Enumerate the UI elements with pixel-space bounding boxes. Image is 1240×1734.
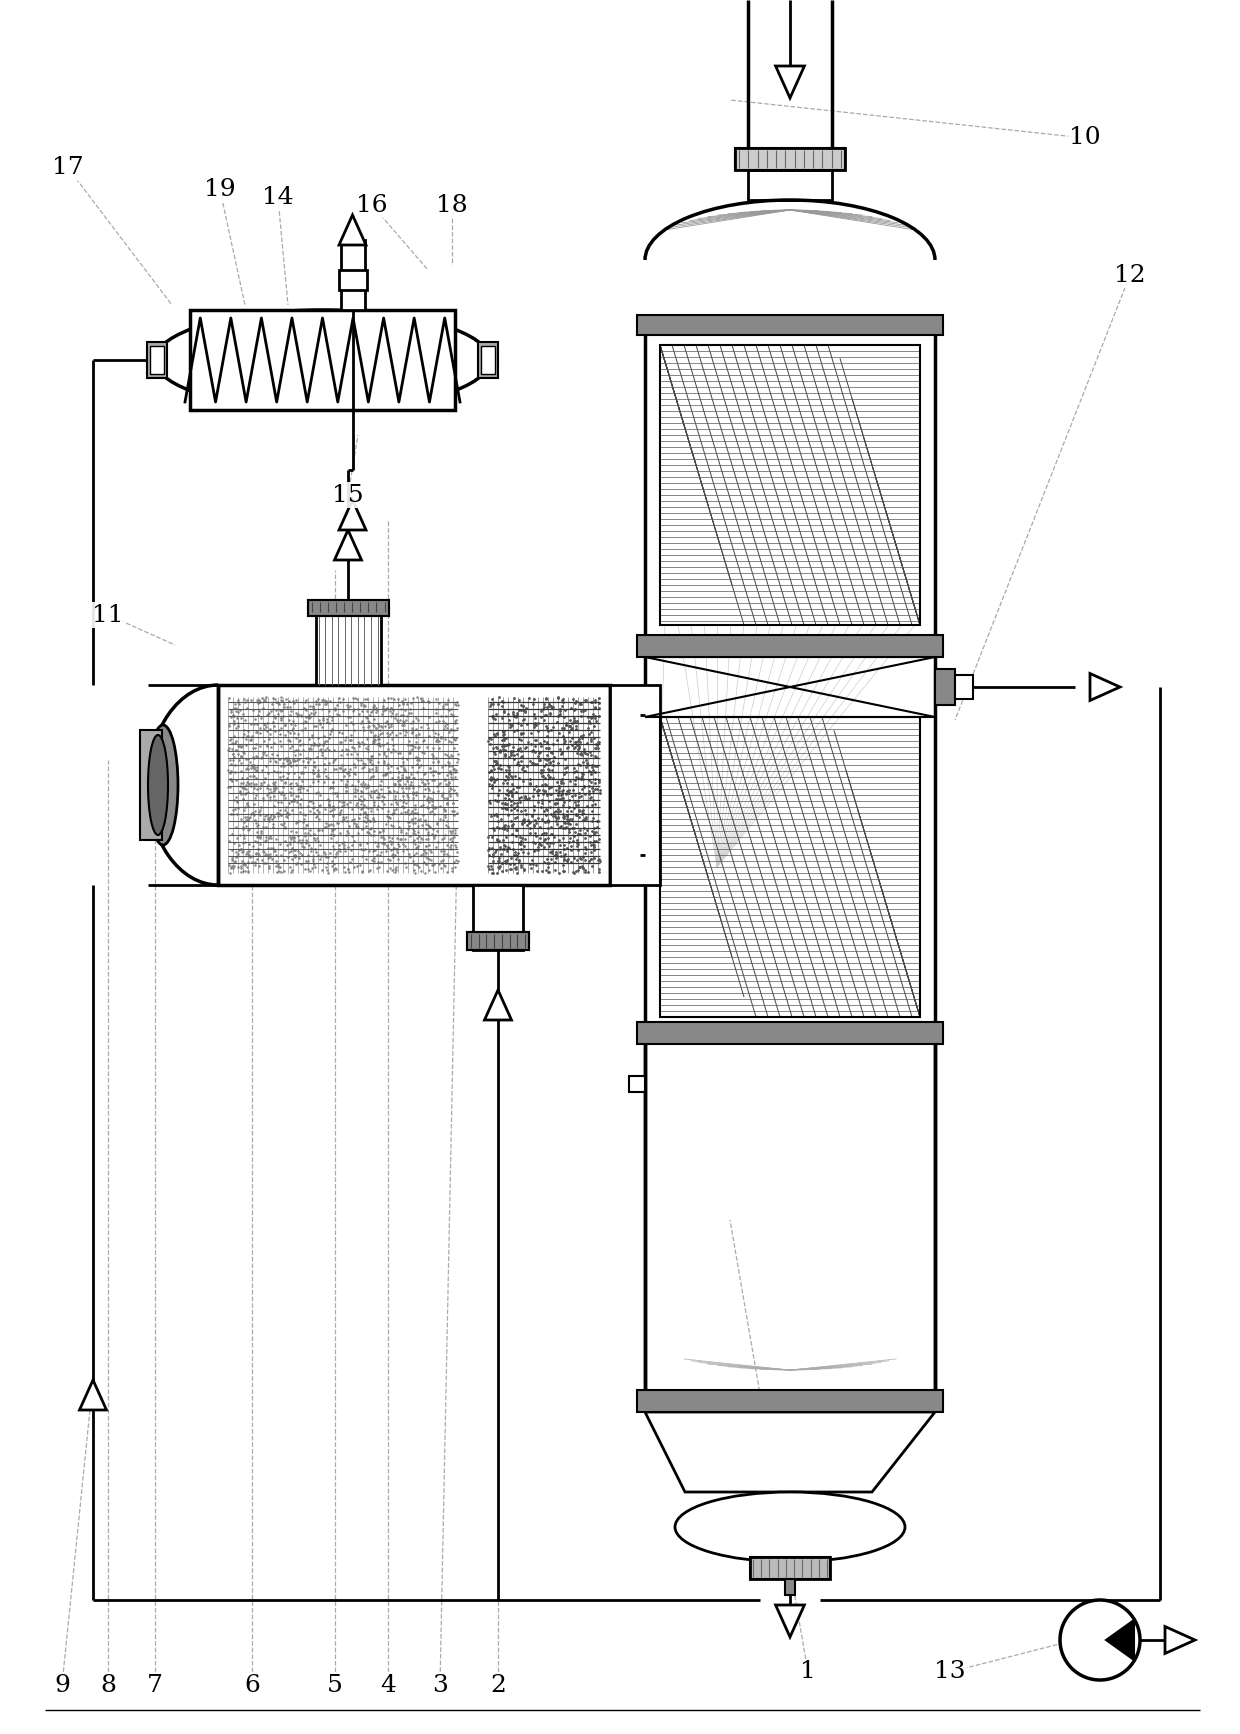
- Text: 7: 7: [148, 1673, 162, 1696]
- Bar: [472, 884, 523, 950]
- Text: 14: 14: [262, 187, 294, 210]
- Text: 6: 6: [244, 1673, 260, 1696]
- Text: 18: 18: [436, 194, 467, 217]
- Bar: [748, 170, 832, 199]
- Bar: [315, 600, 381, 685]
- Text: 11: 11: [92, 603, 124, 626]
- Ellipse shape: [155, 310, 490, 409]
- Bar: [735, 147, 844, 170]
- Polygon shape: [1106, 1620, 1135, 1659]
- Bar: [218, 685, 610, 884]
- Polygon shape: [339, 499, 366, 531]
- Bar: [637, 1021, 942, 1044]
- Bar: [660, 716, 920, 1018]
- Bar: [637, 316, 942, 335]
- Bar: [308, 600, 388, 616]
- Ellipse shape: [148, 735, 167, 836]
- Bar: [341, 239, 365, 310]
- Text: 5: 5: [327, 1673, 343, 1696]
- Bar: [477, 342, 498, 378]
- Bar: [467, 931, 529, 950]
- Bar: [140, 730, 162, 839]
- Polygon shape: [775, 66, 805, 99]
- Bar: [467, 931, 529, 950]
- Bar: [935, 669, 955, 706]
- Text: 1: 1: [800, 1661, 816, 1684]
- Bar: [308, 600, 388, 616]
- Bar: [660, 345, 920, 624]
- Polygon shape: [335, 531, 362, 560]
- Text: 12: 12: [1115, 264, 1146, 286]
- Bar: [785, 1580, 795, 1595]
- Text: 15: 15: [332, 484, 363, 506]
- Bar: [481, 347, 495, 375]
- Circle shape: [1060, 1600, 1140, 1680]
- Text: 4: 4: [381, 1673, 396, 1696]
- Bar: [629, 1077, 645, 1092]
- Polygon shape: [1166, 1626, 1195, 1654]
- Text: 13: 13: [934, 1661, 966, 1684]
- Bar: [735, 147, 844, 170]
- Bar: [637, 635, 942, 657]
- Polygon shape: [79, 1380, 107, 1410]
- Text: 3: 3: [432, 1673, 448, 1696]
- Bar: [750, 1557, 830, 1580]
- Ellipse shape: [675, 1491, 905, 1562]
- Polygon shape: [1090, 673, 1120, 701]
- Bar: [148, 342, 167, 378]
- Text: 10: 10: [1069, 127, 1101, 149]
- Polygon shape: [645, 1411, 935, 1491]
- Bar: [955, 675, 973, 699]
- Text: 8: 8: [100, 1673, 115, 1696]
- Bar: [750, 1557, 830, 1580]
- Text: 16: 16: [356, 194, 388, 217]
- Bar: [610, 685, 660, 884]
- Ellipse shape: [148, 725, 179, 844]
- Bar: [637, 1391, 942, 1411]
- Bar: [190, 310, 455, 409]
- Text: 9: 9: [55, 1673, 69, 1696]
- Polygon shape: [485, 990, 511, 1020]
- Polygon shape: [775, 1606, 805, 1637]
- Text: 2: 2: [490, 1673, 506, 1696]
- Bar: [339, 271, 367, 290]
- Text: 19: 19: [205, 179, 236, 201]
- Text: 17: 17: [52, 156, 84, 180]
- Polygon shape: [339, 215, 366, 244]
- Bar: [150, 347, 164, 375]
